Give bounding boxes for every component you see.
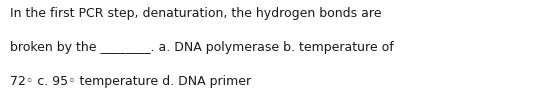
Text: 72◦ c. 95◦ temperature d. DNA primer: 72◦ c. 95◦ temperature d. DNA primer xyxy=(10,75,251,88)
Text: broken by the ________. a. DNA polymerase b. temperature of: broken by the ________. a. DNA polymeras… xyxy=(10,41,394,54)
Text: In the first PCR step, denaturation, the hydrogen bonds are: In the first PCR step, denaturation, the… xyxy=(10,7,382,20)
